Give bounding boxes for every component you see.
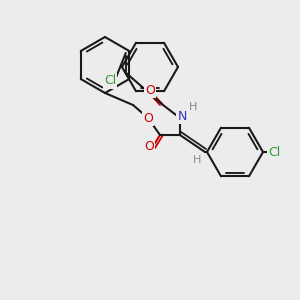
Text: O: O [143,112,153,124]
Text: N: N [177,110,187,122]
Text: O: O [145,83,155,97]
Text: Cl: Cl [268,146,280,158]
Text: H: H [189,102,197,112]
Text: O: O [144,140,154,152]
Text: Cl: Cl [104,74,116,88]
Text: H: H [193,155,201,165]
